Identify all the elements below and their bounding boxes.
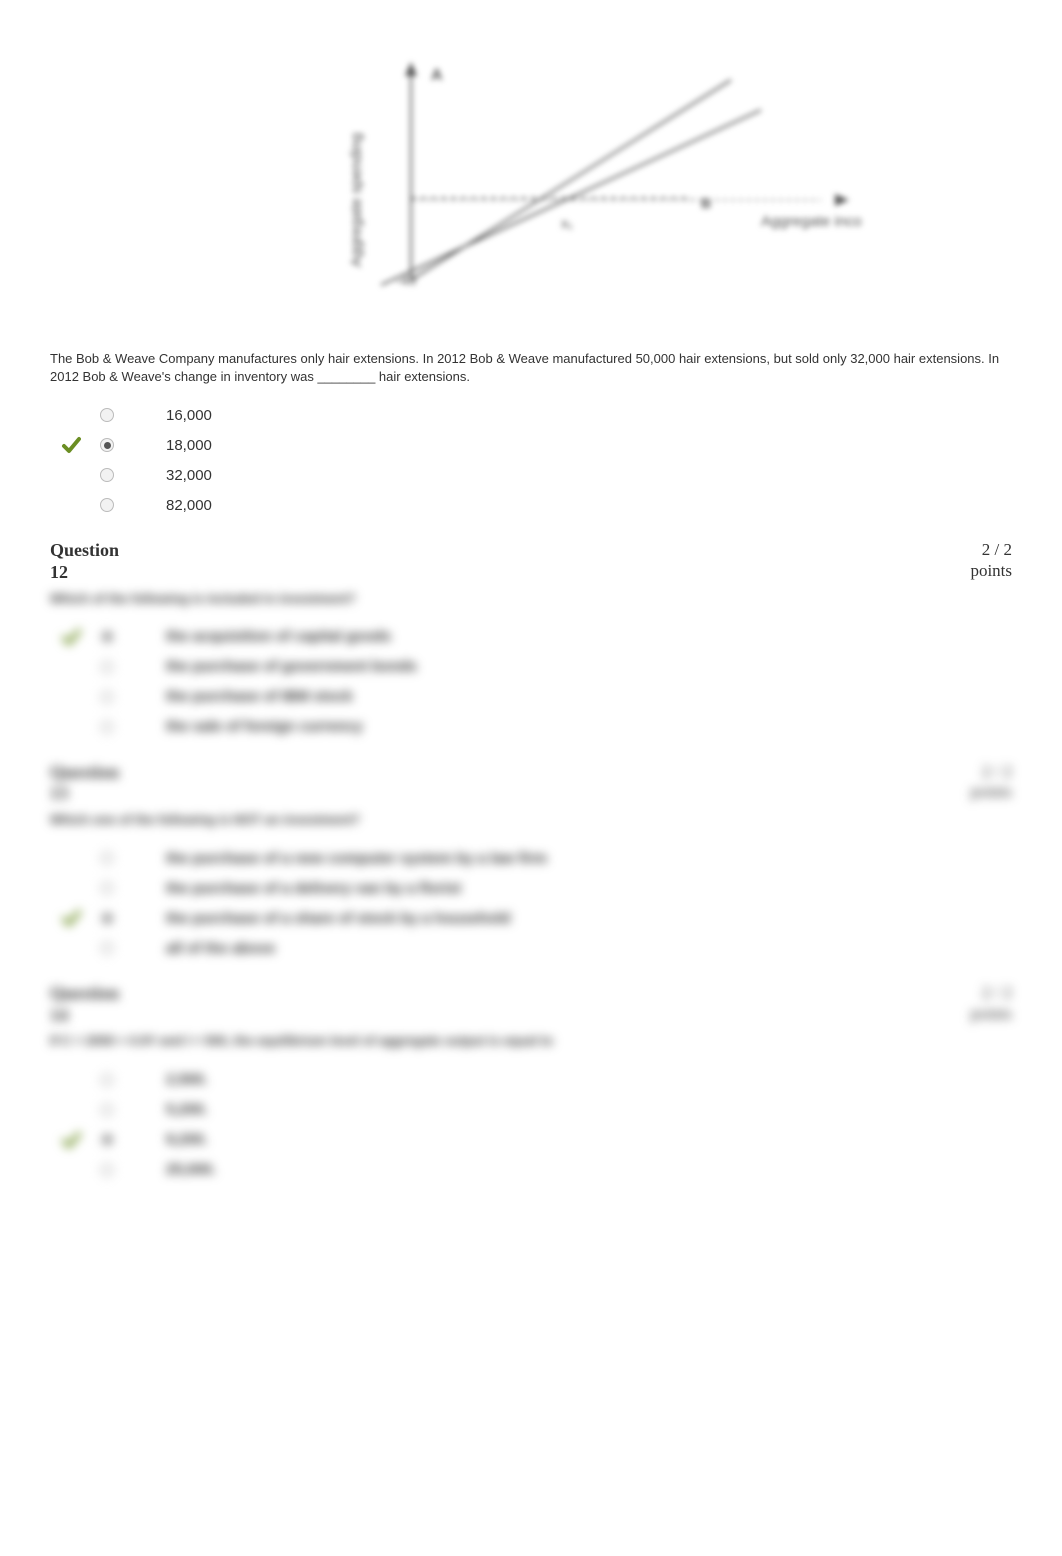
question-14-text: If C = 2000 + 0.9Y and I = 500, the equi… (50, 1032, 1012, 1050)
correct-check-icon (60, 1129, 82, 1151)
question-11: The Bob & Weave Company manufactures onl… (50, 350, 1012, 520)
radio-b[interactable] (96, 656, 118, 678)
result-slot (60, 877, 82, 899)
chart-x-axis-label: Aggregate income (761, 213, 861, 230)
option-row: 32,000 (60, 460, 1012, 490)
option-label: 2,500. (132, 1071, 208, 1088)
radio-a[interactable] (96, 847, 118, 869)
radio-b[interactable] (96, 434, 118, 456)
result-slot (60, 1069, 82, 1091)
chart-x1-label: x₁ (561, 215, 573, 231)
option-label: 16,000 (132, 407, 212, 424)
option-row: 18,000 (60, 430, 1012, 460)
radio-d[interactable] (96, 937, 118, 959)
option-row: 2,500. (60, 1065, 1012, 1095)
option-label: the purchase of IBM stock (132, 688, 353, 705)
option-row: the purchase of a new computer system by… (60, 843, 1012, 873)
question-13-header: Question 13 2 / 2 points (50, 762, 1012, 805)
option-row: the purchase of government bonds (60, 652, 1012, 682)
chart-y-axis-label: Aggregate spending (348, 133, 365, 267)
aggregate-spending-chart: A B x₁ Aggregate income -40 Aggregate sp… (201, 50, 861, 320)
option-label: the purchase of a delivery van by a flor… (132, 880, 461, 897)
option-row: 25,000. (60, 1155, 1012, 1185)
option-row: 5,200. (60, 1095, 1012, 1125)
question-12-header: Question 12 2 / 2 points (50, 540, 1012, 583)
option-row: the sale of foreign currency (60, 712, 1012, 742)
option-label: the sale of foreign currency (132, 718, 363, 735)
chart-container: A B x₁ Aggregate income -40 Aggregate sp… (50, 50, 1012, 320)
radio-b[interactable] (96, 877, 118, 899)
question-13-options: the purchase of a new computer system by… (60, 843, 1012, 963)
result-slot (60, 686, 82, 708)
result-slot (60, 404, 82, 426)
radio-d[interactable] (96, 716, 118, 738)
option-row: 9,200. (60, 1125, 1012, 1155)
option-label: the purchase of a share of stock by a ho… (132, 910, 510, 927)
question-number: Question 14 (50, 983, 140, 1026)
correct-check-icon (60, 907, 82, 929)
correct-check-icon (60, 626, 82, 648)
option-label: 9,200. (132, 1131, 208, 1148)
radio-d[interactable] (96, 494, 118, 516)
question-number: Question 12 (50, 540, 140, 583)
option-row: the acquisition of capital goods (60, 622, 1012, 652)
option-label: 82,000 (132, 497, 212, 514)
radio-d[interactable] (96, 1159, 118, 1181)
question-13-text: Which one of the following is NOT an inv… (50, 811, 1012, 829)
question-12-text: Which of the following is included in in… (50, 590, 1012, 608)
option-row: 16,000 (60, 400, 1012, 430)
question-13: Which one of the following is NOT an inv… (50, 811, 1012, 963)
result-slot (60, 494, 82, 516)
correct-check-icon (60, 434, 82, 456)
radio-b[interactable] (96, 1099, 118, 1121)
option-label: all of the above (132, 940, 275, 957)
question-number: Question 13 (50, 762, 140, 805)
option-label: 25,000. (132, 1161, 216, 1178)
option-label: 32,000 (132, 467, 212, 484)
question-11-text: The Bob & Weave Company manufactures onl… (50, 350, 1012, 386)
chart-neg-label: -40 (396, 272, 416, 288)
question-points: 2 / 2 points (942, 540, 1012, 581)
radio-a[interactable] (96, 404, 118, 426)
question-14-options: 2,500. 5,200. 9,200. 25,000. (60, 1065, 1012, 1185)
radio-c[interactable] (96, 907, 118, 929)
option-label: 5,200. (132, 1101, 208, 1118)
option-label: the purchase of a new computer system by… (132, 850, 547, 867)
option-row: the purchase of a delivery van by a flor… (60, 873, 1012, 903)
radio-a[interactable] (96, 1069, 118, 1091)
option-row: the purchase of IBM stock (60, 682, 1012, 712)
result-slot (60, 656, 82, 678)
result-slot (60, 1099, 82, 1121)
question-12-options: the acquisition of capital goods the pur… (60, 622, 1012, 742)
option-label: the purchase of government bonds (132, 658, 417, 675)
radio-c[interactable] (96, 464, 118, 486)
question-points: 2 / 2 points (942, 983, 1012, 1024)
radio-a[interactable] (96, 626, 118, 648)
chart-point-b: B (701, 195, 711, 211)
question-12: Which of the following is included in in… (50, 590, 1012, 742)
option-row: 82,000 (60, 490, 1012, 520)
result-slot (60, 937, 82, 959)
result-slot (60, 847, 82, 869)
question-11-options: 16,000 18,000 32,000 82,000 (60, 400, 1012, 520)
result-slot (60, 464, 82, 486)
result-slot (60, 716, 82, 738)
option-label: the acquisition of capital goods (132, 628, 391, 645)
question-14: If C = 2000 + 0.9Y and I = 500, the equi… (50, 1032, 1012, 1184)
radio-c[interactable] (96, 1129, 118, 1151)
question-points: 2 / 2 points (942, 762, 1012, 803)
option-row: the purchase of a share of stock by a ho… (60, 903, 1012, 933)
result-slot (60, 1159, 82, 1181)
option-label: 18,000 (132, 437, 212, 454)
option-row: all of the above (60, 933, 1012, 963)
question-14-header: Question 14 2 / 2 points (50, 983, 1012, 1026)
radio-c[interactable] (96, 686, 118, 708)
chart-point-a: A (431, 67, 443, 84)
